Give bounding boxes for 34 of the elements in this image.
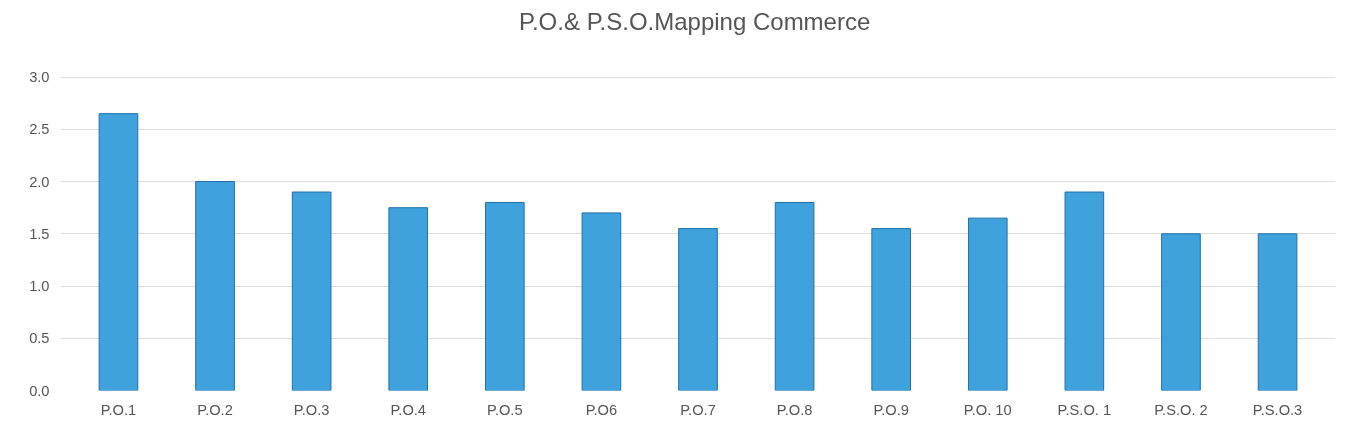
bar [678,228,718,391]
y-tick-label: 0.5 [29,330,50,347]
y-tick-label: 2.0 [29,173,50,190]
x-tick-label: P.O.2 [197,401,233,418]
y-tick-label: 3.0 [29,69,50,86]
bar [485,201,525,391]
x-tick-label: P.O.3 [293,401,330,418]
x-tick-label: P.S.O.3 [1252,401,1303,418]
y-tick-label: 1.0 [29,278,50,295]
x-tick-label: P.O.5 [487,401,523,418]
x-tick-label: P.O.4 [390,401,427,418]
x-tick-label: P.O.8 [776,401,813,418]
bar [195,181,235,391]
x-tick-label: P.S.O. 1 [1057,401,1112,418]
bar [774,201,815,391]
x-tick-label: P.O6 [585,401,618,418]
bar [388,207,429,391]
x-tick-label: P.S.O. 2 [1154,401,1208,418]
x-tick-label: P.O.9 [873,401,909,418]
bar [98,113,139,391]
x-tick-label: P.O.7 [680,401,716,418]
bar [1161,233,1201,391]
bar [871,228,911,391]
bar [291,191,332,391]
chart-title: P.O.& P.S.O.Mapping Commerce [519,7,871,35]
y-tick-label: 1.5 [29,225,50,242]
y-tick-label: 2.5 [29,121,50,138]
x-tick-label: P.O. 10 [963,401,1012,418]
bar [1064,191,1105,391]
y-tick-label: 0.0 [29,382,50,399]
bar [967,217,1008,391]
bar [581,212,622,391]
x-tick-label: P.O.1 [100,401,137,418]
bar [1257,233,1298,391]
